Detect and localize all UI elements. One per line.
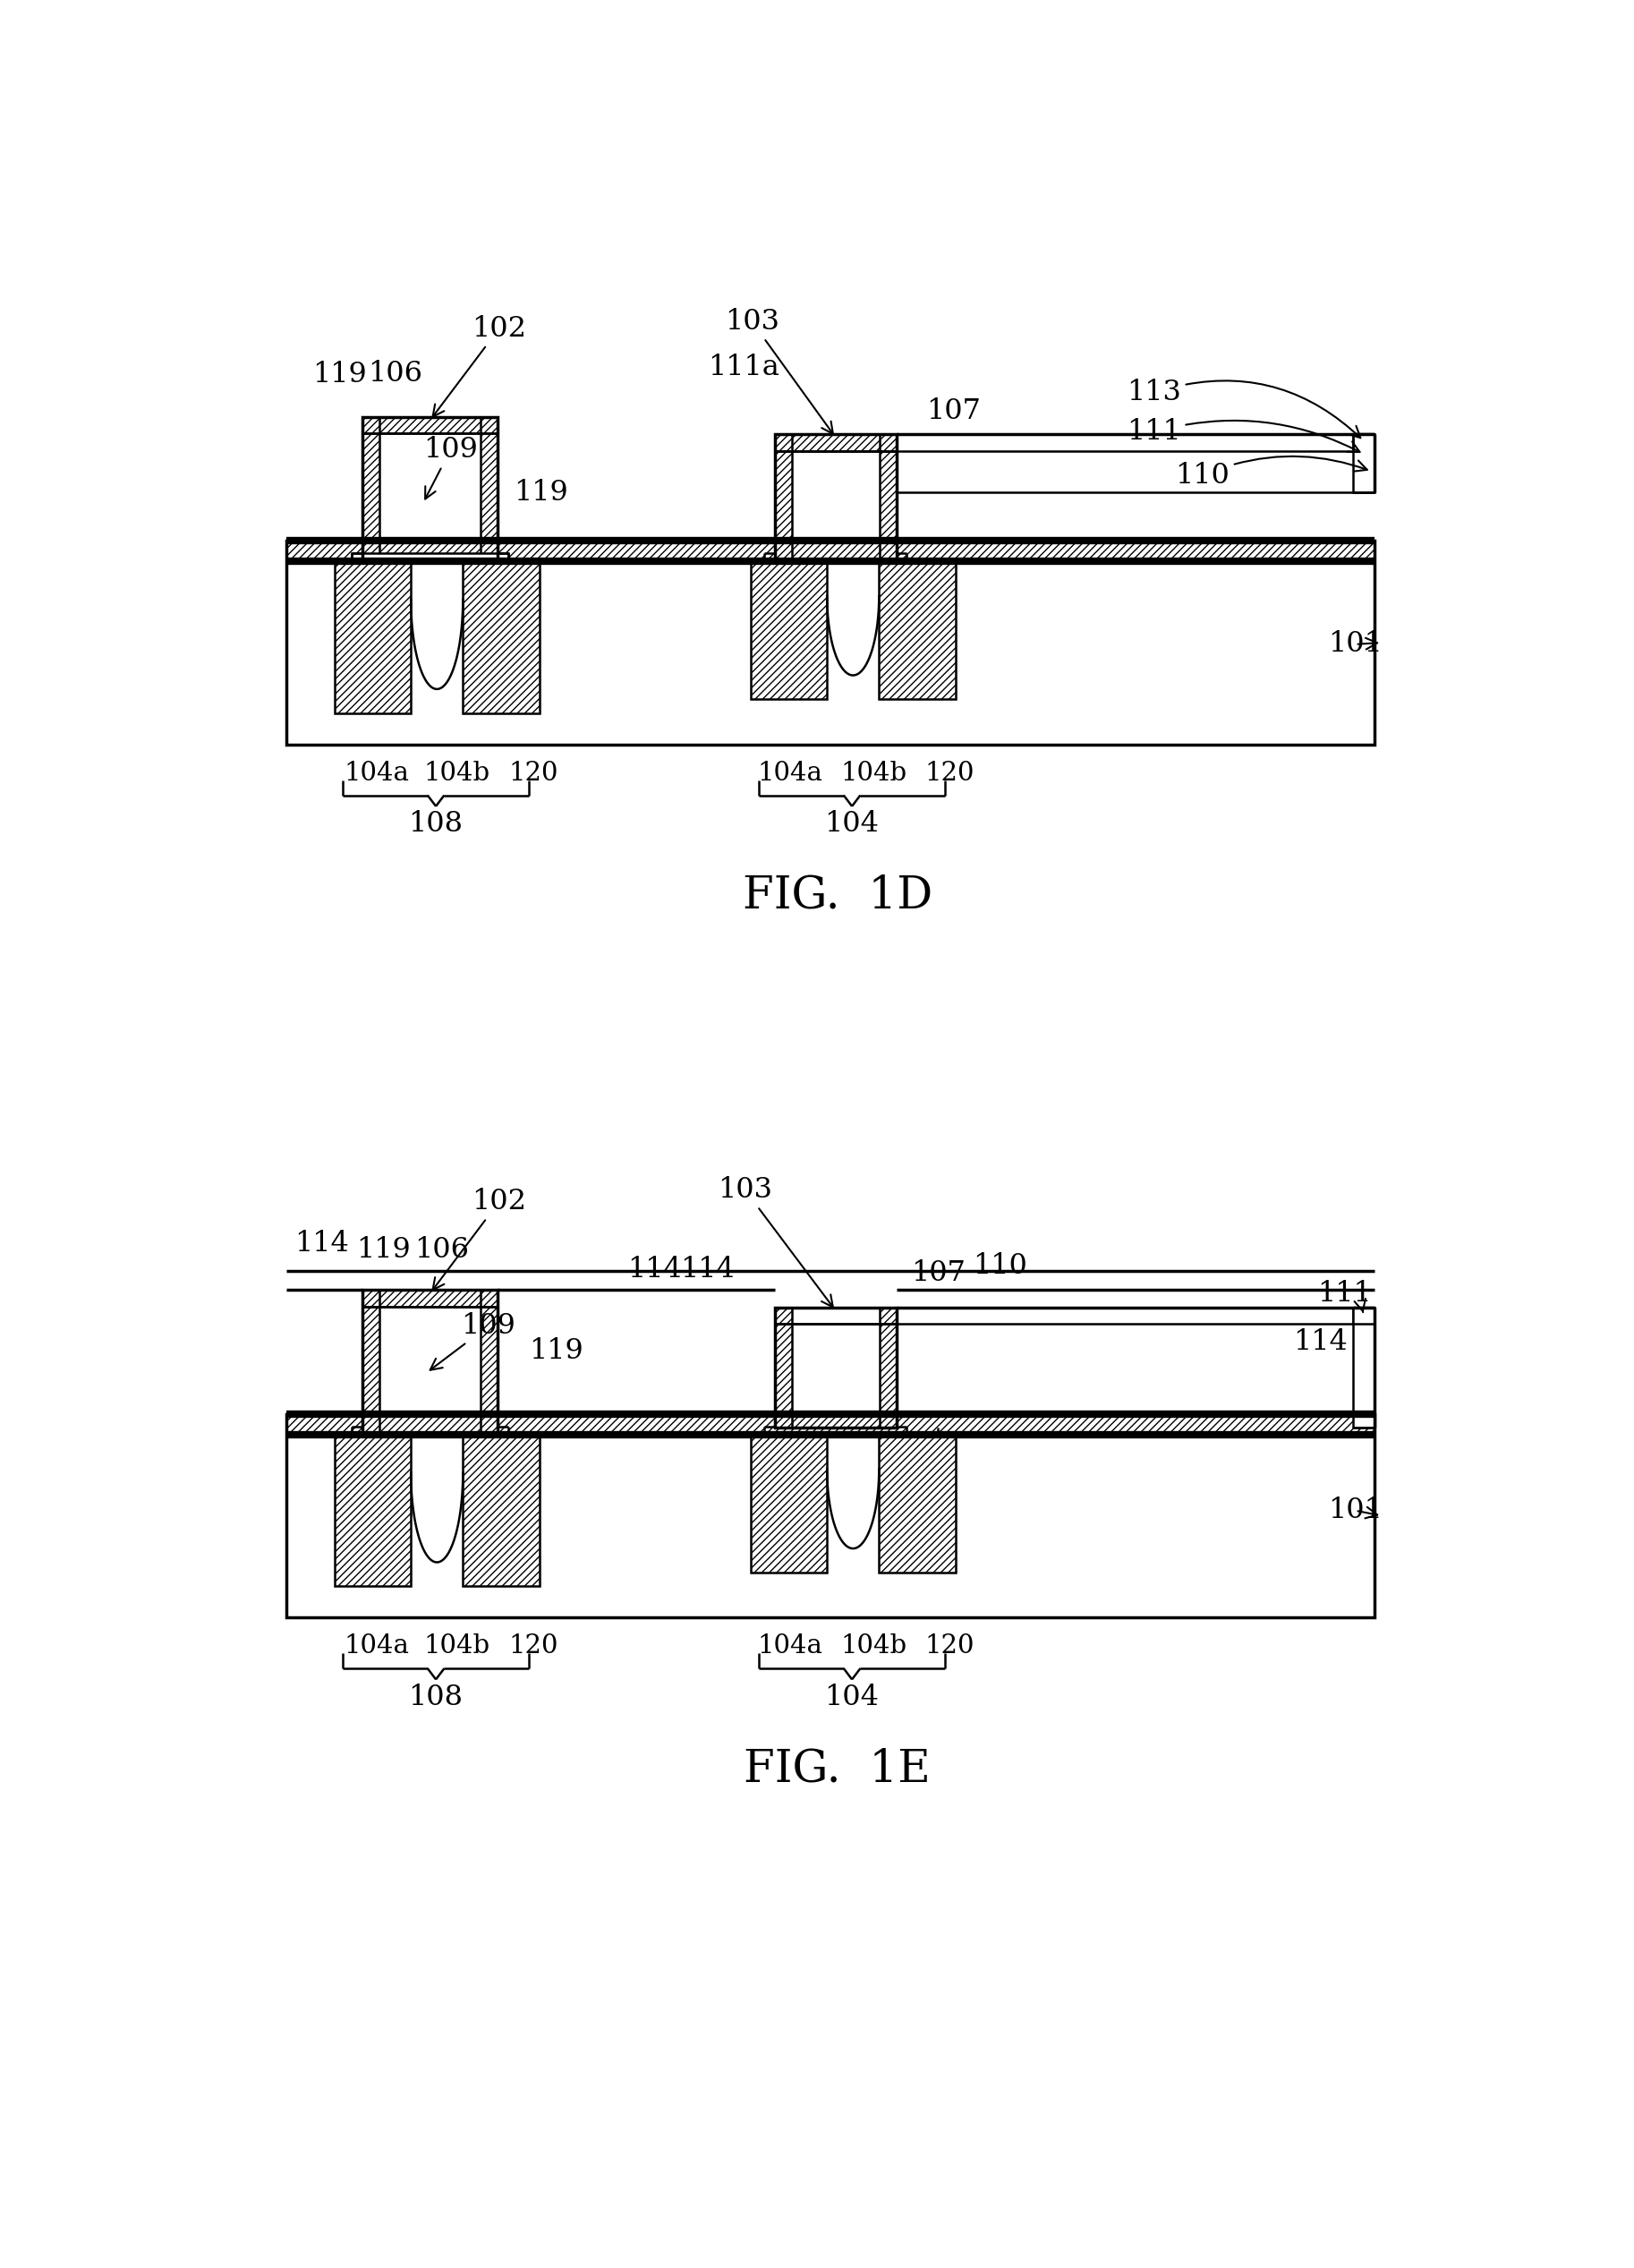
- Text: 111a: 111a: [708, 354, 779, 381]
- Text: 101: 101: [1328, 631, 1382, 658]
- Bar: [775, 433, 897, 562]
- Bar: [363, 417, 498, 562]
- Text: 106: 106: [368, 361, 422, 388]
- Text: 111: 111: [1317, 1279, 1371, 1313]
- Text: 104b: 104b: [423, 1633, 490, 1658]
- Bar: [335, 1436, 410, 1585]
- Bar: [1353, 433, 1374, 492]
- Text: 119: 119: [529, 1336, 583, 1365]
- Text: 104: 104: [825, 1683, 879, 1712]
- Text: 106: 106: [413, 1236, 469, 1263]
- Text: 110: 110: [1175, 456, 1368, 490]
- Text: 103: 103: [725, 308, 833, 433]
- Text: 119: 119: [515, 479, 569, 506]
- Bar: [363, 1290, 498, 1436]
- Bar: [1353, 1306, 1374, 1325]
- Bar: [879, 562, 956, 699]
- Bar: [286, 1415, 1374, 1617]
- Text: 120: 120: [925, 760, 974, 785]
- Text: 114: 114: [680, 1256, 734, 1284]
- Text: 108: 108: [408, 1683, 462, 1712]
- Text: 108: 108: [408, 810, 462, 839]
- Text: 104a: 104a: [343, 1633, 408, 1658]
- Bar: [363, 417, 379, 562]
- Bar: [286, 542, 1374, 562]
- Text: 102: 102: [433, 315, 526, 417]
- Text: 104a: 104a: [343, 760, 408, 785]
- Bar: [879, 1436, 956, 1572]
- Bar: [335, 562, 410, 712]
- Bar: [879, 433, 897, 562]
- Text: FIG.  1E: FIG. 1E: [743, 1746, 931, 1792]
- Text: 119: 119: [356, 1236, 410, 1263]
- Bar: [480, 417, 498, 562]
- Text: 104: 104: [825, 810, 879, 839]
- Text: 114: 114: [294, 1229, 350, 1256]
- Text: 113: 113: [1126, 379, 1361, 438]
- Bar: [351, 553, 508, 562]
- Bar: [462, 1436, 539, 1585]
- Bar: [879, 1306, 897, 1429]
- Text: 120: 120: [508, 760, 559, 785]
- Bar: [750, 562, 827, 699]
- Bar: [363, 417, 498, 433]
- Bar: [750, 1436, 827, 1572]
- Text: 120: 120: [508, 1633, 559, 1658]
- Bar: [775, 1306, 791, 1429]
- Text: 114: 114: [1294, 1327, 1348, 1356]
- Bar: [286, 542, 1374, 744]
- Text: 101: 101: [1328, 1497, 1382, 1524]
- Bar: [363, 1290, 379, 1436]
- Text: 107: 107: [910, 1259, 966, 1286]
- Text: 104b: 104b: [840, 1633, 907, 1658]
- Text: 109: 109: [423, 435, 477, 499]
- Bar: [480, 1290, 498, 1436]
- Text: 104b: 104b: [840, 760, 907, 785]
- Text: 107: 107: [926, 397, 980, 424]
- Bar: [1353, 1306, 1374, 1429]
- Bar: [775, 1306, 897, 1429]
- Text: 110: 110: [974, 1252, 1028, 1279]
- Text: 102: 102: [433, 1188, 526, 1290]
- Bar: [775, 433, 897, 451]
- Bar: [286, 1415, 1374, 1436]
- Text: 109: 109: [430, 1311, 516, 1370]
- Text: 114: 114: [627, 1256, 683, 1284]
- Text: 119: 119: [312, 361, 366, 388]
- Bar: [363, 1290, 498, 1306]
- Text: 120: 120: [925, 1633, 974, 1658]
- Text: 103: 103: [717, 1177, 833, 1306]
- Text: 104b: 104b: [423, 760, 490, 785]
- Bar: [462, 562, 539, 712]
- Text: 104a: 104a: [758, 760, 824, 785]
- Bar: [775, 433, 791, 562]
- Text: 104a: 104a: [758, 1633, 824, 1658]
- Text: FIG.  1D: FIG. 1D: [742, 873, 933, 919]
- Text: 111: 111: [1126, 417, 1359, 451]
